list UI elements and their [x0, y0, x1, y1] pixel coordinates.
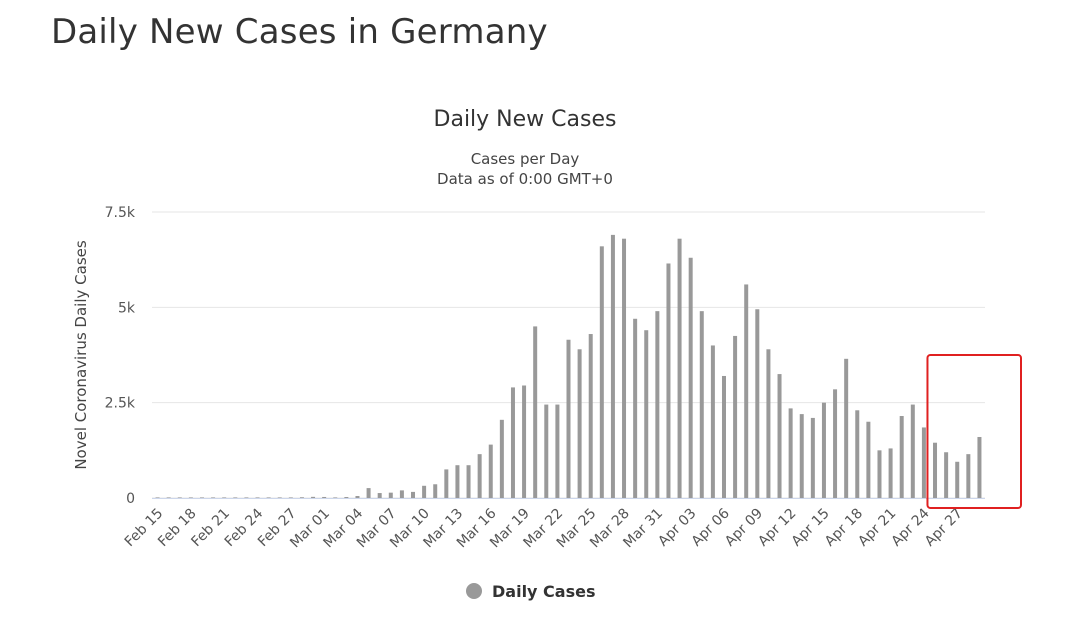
- bar[interactable]: [444, 469, 449, 498]
- bar[interactable]: [655, 311, 660, 498]
- bar[interactable]: [199, 497, 204, 498]
- y-axis-label: Novel Coronavirus Daily Cases: [72, 240, 90, 470]
- chart-subtitle-line-1: Cases per Day: [471, 150, 580, 168]
- bar[interactable]: [766, 349, 771, 498]
- bar[interactable]: [833, 389, 838, 498]
- bar[interactable]: [710, 345, 715, 498]
- bar[interactable]: [788, 408, 793, 498]
- bar[interactable]: [599, 246, 604, 498]
- bar[interactable]: [821, 402, 826, 498]
- bar[interactable]: [588, 334, 593, 498]
- y-tick-label: 0: [126, 491, 135, 507]
- bar[interactable]: [299, 497, 304, 498]
- bar[interactable]: [855, 410, 860, 498]
- bar[interactable]: [388, 492, 393, 498]
- bar[interactable]: [699, 311, 704, 498]
- bar[interactable]: [177, 497, 182, 498]
- legend-marker: [466, 583, 482, 599]
- bar[interactable]: [744, 284, 749, 498]
- bar[interactable]: [344, 497, 349, 498]
- bars: [155, 234, 982, 498]
- bar[interactable]: [544, 404, 549, 498]
- y-tick-label: 7.5k: [105, 205, 136, 221]
- bar[interactable]: [533, 326, 538, 498]
- bar[interactable]: [488, 444, 493, 498]
- bar[interactable]: [566, 339, 571, 498]
- page-title: Daily New Cases in Germany: [51, 12, 548, 52]
- bar[interactable]: [522, 385, 527, 498]
- bar[interactable]: [555, 404, 560, 498]
- bar[interactable]: [955, 461, 960, 498]
- bar[interactable]: [899, 416, 904, 498]
- bar[interactable]: [733, 335, 738, 498]
- bar[interactable]: [422, 485, 427, 498]
- bar[interactable]: [944, 452, 949, 498]
- bar[interactable]: [644, 330, 649, 498]
- bar[interactable]: [933, 442, 938, 498]
- bar[interactable]: [666, 263, 671, 498]
- bar[interactable]: [355, 496, 360, 498]
- bar[interactable]: [455, 465, 460, 498]
- bar[interactable]: [433, 484, 438, 498]
- bar[interactable]: [222, 497, 227, 498]
- chart-subtitle-line-2: Data as of 0:00 GMT+0: [437, 170, 613, 188]
- bar[interactable]: [211, 497, 216, 498]
- y-tick-labels: 0 2.5k 5k 7.5k: [105, 205, 136, 507]
- bar[interactable]: [477, 454, 482, 498]
- bar[interactable]: [510, 387, 515, 498]
- bar[interactable]: [921, 427, 926, 498]
- bar[interactable]: [622, 238, 627, 498]
- bar[interactable]: [399, 490, 404, 498]
- bar[interactable]: [677, 238, 682, 498]
- chart-title: Daily New Cases: [434, 107, 617, 132]
- bar[interactable]: [188, 497, 193, 498]
- bar[interactable]: [311, 496, 316, 498]
- legend[interactable]: Daily Cases: [466, 582, 595, 601]
- highlight-box: [926, 354, 1023, 509]
- bar[interactable]: [799, 414, 804, 498]
- bar[interactable]: [810, 417, 815, 498]
- bar[interactable]: [844, 358, 849, 498]
- bar[interactable]: [411, 491, 416, 498]
- bar[interactable]: [755, 309, 760, 498]
- bar[interactable]: [777, 374, 782, 498]
- bar[interactable]: [377, 493, 382, 498]
- bar[interactable]: [255, 497, 260, 498]
- bar[interactable]: [155, 497, 160, 498]
- bar[interactable]: [166, 497, 171, 498]
- bar[interactable]: [577, 349, 582, 498]
- bar[interactable]: [366, 488, 371, 498]
- bar[interactable]: [977, 436, 982, 498]
- bar[interactable]: [322, 496, 327, 498]
- y-tick-label: 2.5k: [105, 396, 136, 412]
- bar[interactable]: [877, 450, 882, 498]
- bar[interactable]: [910, 404, 915, 498]
- bar[interactable]: [233, 497, 238, 498]
- highlight-box-layer: [926, 354, 1023, 509]
- legend-label-daily-cases[interactable]: Daily Cases: [492, 582, 595, 601]
- bar[interactable]: [966, 454, 971, 498]
- y-tick-label: 5k: [118, 300, 136, 316]
- bar[interactable]: [288, 497, 293, 498]
- bar[interactable]: [610, 234, 615, 498]
- bar[interactable]: [633, 318, 638, 498]
- bar[interactable]: [499, 419, 504, 498]
- bar[interactable]: [888, 448, 893, 498]
- x-tick-label: Apr 27: [922, 506, 966, 550]
- bar[interactable]: [277, 497, 282, 498]
- bar[interactable]: [466, 465, 471, 498]
- bar[interactable]: [866, 421, 871, 498]
- bar[interactable]: [333, 497, 338, 498]
- bar[interactable]: [721, 375, 726, 498]
- bar[interactable]: [266, 497, 271, 498]
- bar[interactable]: [244, 497, 249, 498]
- bar[interactable]: [688, 257, 693, 498]
